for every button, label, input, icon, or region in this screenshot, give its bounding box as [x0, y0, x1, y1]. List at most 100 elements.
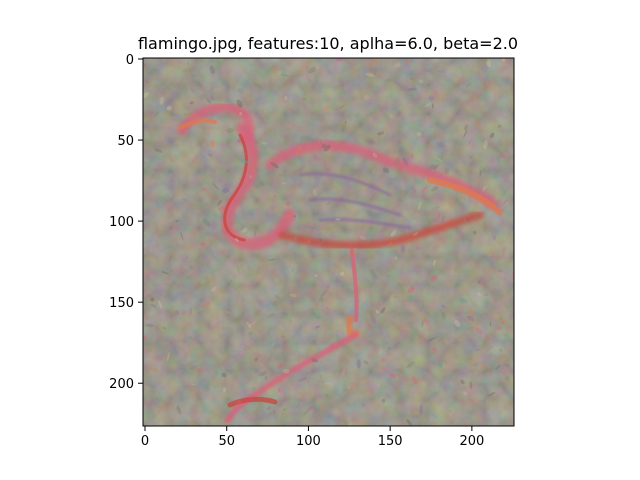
speckle [318, 297, 324, 303]
speckle [409, 153, 414, 159]
speckle [319, 139, 324, 147]
speckle [356, 141, 360, 147]
speckle [365, 72, 375, 77]
speckle [325, 393, 329, 397]
speckle [330, 300, 335, 305]
speckle [487, 392, 496, 397]
speckle [457, 421, 461, 424]
speckle [341, 122, 347, 131]
image-frame [142, 57, 515, 427]
speckle [282, 408, 286, 412]
speckle [277, 387, 282, 394]
speckle [384, 78, 392, 83]
speckle [325, 285, 330, 290]
speckle [435, 142, 445, 148]
speckle [264, 375, 268, 381]
speckle [352, 251, 357, 258]
speckle [389, 294, 395, 303]
speckle [296, 211, 301, 220]
speckle [394, 156, 399, 160]
speckle [388, 371, 391, 375]
speckle [375, 58, 379, 63]
speckle [415, 270, 421, 274]
speckle [483, 140, 488, 149]
speckle [307, 406, 313, 411]
speckle [210, 139, 215, 149]
speckle [499, 381, 504, 385]
speckle [144, 323, 155, 328]
speckle [305, 64, 310, 75]
speckle [345, 341, 351, 346]
speckle [407, 87, 417, 91]
speckle [473, 230, 477, 235]
speckle [394, 157, 400, 167]
flamingo-foot [227, 396, 278, 408]
speckle [481, 365, 486, 368]
speckle [181, 347, 188, 356]
speckle [388, 241, 393, 247]
speckle [308, 287, 315, 293]
figure-title: flamingo.jpg, features:10, aplha=6.0, be… [138, 34, 518, 53]
speckle [434, 421, 438, 425]
speckle [296, 403, 300, 408]
speckle [495, 201, 498, 208]
speckle [420, 306, 424, 313]
speckle [221, 372, 227, 378]
speckle [157, 409, 161, 412]
speckle [289, 293, 298, 298]
speckle [312, 188, 317, 197]
speckle [431, 103, 434, 109]
speckle [469, 381, 473, 389]
speckle [501, 58, 506, 62]
speckle [429, 71, 436, 76]
speckle [391, 335, 398, 342]
speckle [501, 246, 506, 256]
speckle [363, 360, 369, 365]
speckle [367, 84, 371, 92]
speckle [394, 62, 401, 68]
speckle [499, 316, 505, 325]
speckle [464, 82, 472, 88]
speckle [455, 266, 463, 270]
speckle [229, 279, 233, 284]
speckle [236, 264, 240, 275]
speckle [254, 357, 258, 362]
flamingo-leg-upper [350, 248, 359, 322]
speckle [459, 297, 468, 304]
speckle [243, 81, 247, 86]
speckle [301, 272, 307, 278]
speckle [249, 175, 252, 179]
speckle [150, 367, 158, 373]
speckle [234, 237, 239, 242]
speckle [400, 62, 405, 66]
speckle [261, 141, 268, 145]
speckle [169, 158, 174, 162]
speckle [429, 164, 437, 170]
speckle [380, 245, 391, 249]
speckle [150, 297, 155, 302]
speckle [502, 199, 509, 206]
speckle [154, 148, 163, 153]
speckle [150, 173, 156, 179]
speckle [386, 275, 390, 277]
speckle [181, 310, 186, 316]
speckle [226, 127, 234, 133]
speckle [406, 361, 415, 368]
speckle [489, 132, 495, 138]
speckle [440, 293, 446, 299]
speckle [230, 146, 237, 154]
speckle [506, 368, 514, 373]
speckle [297, 376, 307, 382]
speckle [246, 345, 252, 351]
speckle [374, 275, 379, 280]
speckle [276, 174, 285, 177]
speckle [339, 271, 345, 277]
speckle [307, 230, 314, 235]
speckle [348, 382, 358, 385]
speckle [281, 335, 285, 338]
speckle [471, 326, 476, 330]
speckle [269, 83, 273, 87]
speckle [423, 317, 430, 326]
speckle [306, 176, 311, 181]
